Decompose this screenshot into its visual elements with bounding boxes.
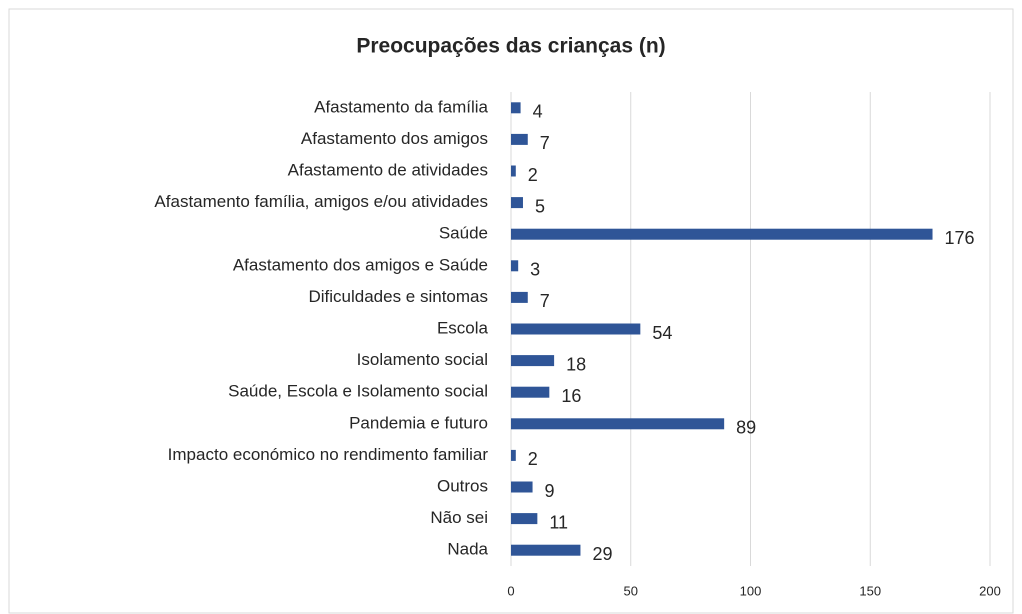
value-label: 3 (530, 260, 540, 280)
bar (511, 513, 538, 525)
bar (511, 386, 550, 398)
value-label: 5 (535, 196, 545, 216)
bar (511, 228, 933, 240)
bar (511, 260, 519, 272)
bar (511, 197, 523, 209)
y-tick-label: Pandemia e futuro (349, 413, 488, 432)
y-tick-label: Escola (437, 318, 489, 337)
bar (511, 418, 725, 430)
bar (511, 323, 641, 335)
bar (511, 291, 528, 303)
value-label: 54 (652, 323, 672, 343)
bar (511, 481, 533, 493)
y-tick-label: Afastamento de atividades (288, 160, 488, 179)
x-tick-label: 0 (507, 583, 514, 598)
bar (511, 165, 516, 177)
x-tick-label: 150 (859, 583, 881, 598)
y-tick-label: Não sei (430, 508, 488, 527)
value-label: 7 (540, 133, 550, 153)
y-tick-label: Nada (447, 540, 488, 559)
y-tick-label: Afastamento família, amigos e/ou ativida… (154, 192, 488, 211)
y-tick-label: Afastamento da família (314, 97, 488, 116)
value-label: 9 (545, 481, 555, 501)
value-label: 7 (540, 291, 550, 311)
bar (511, 544, 581, 556)
y-tick-label: Afastamento dos amigos (301, 129, 488, 148)
bar (511, 355, 555, 367)
y-tick-label: Outros (437, 476, 488, 495)
bar (511, 133, 528, 145)
value-label: 89 (736, 418, 756, 438)
value-label: 29 (592, 544, 612, 564)
value-label: 2 (528, 449, 538, 469)
y-tick-label: Saúde, Escola e Isolamento social (228, 382, 488, 401)
y-tick-label: Dificuldades e sintomas (308, 287, 488, 306)
y-tick-label: Afastamento dos amigos e Saúde (233, 255, 488, 274)
value-label: 18 (566, 354, 586, 374)
bar (511, 102, 521, 114)
y-tick-label: Saúde (439, 224, 488, 243)
bar (511, 449, 516, 461)
chart-title: Preocupações das crianças (n) (356, 35, 665, 58)
value-label: 11 (549, 512, 568, 532)
y-tick-label: Impacto económico no rendimento familiar (168, 445, 489, 464)
value-label: 16 (561, 386, 581, 406)
x-tick-label: 100 (740, 583, 762, 598)
value-label: 176 (945, 228, 975, 248)
y-tick-label: Isolamento social (357, 350, 488, 369)
value-label: 4 (533, 102, 543, 122)
x-tick-label: 200 (979, 583, 1001, 598)
x-tick-label: 50 (624, 583, 638, 598)
value-label: 2 (528, 165, 538, 185)
